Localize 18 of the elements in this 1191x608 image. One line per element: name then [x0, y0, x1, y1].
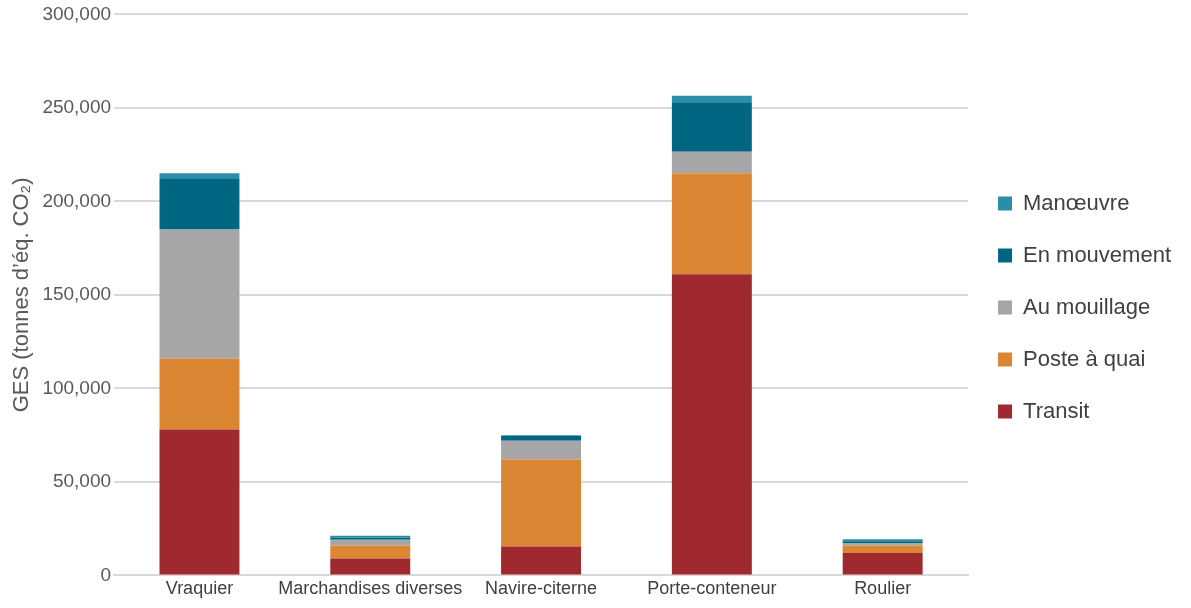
legend-label: Au mouillage — [1023, 293, 1151, 319]
y-tick-label: 200,000 — [42, 189, 112, 211]
y-tick-label: 150,000 — [42, 283, 112, 305]
y-tick-label: 250,000 — [42, 96, 112, 118]
y-tick-label: 100,000 — [42, 376, 112, 398]
y-tick-label: 50,000 — [52, 470, 112, 492]
x-tick-label: Navire-citerne — [485, 578, 598, 599]
x-tick-label: Roulier — [854, 578, 912, 599]
x-tick-label: Marchandises diverses — [278, 578, 463, 599]
legend-label: Transit — [1023, 397, 1090, 423]
legend-label: En mouvement — [1023, 241, 1172, 267]
legend-label: Poste à quai — [1023, 345, 1146, 371]
y-tick-label: 300,000 — [42, 2, 112, 24]
legend-label: Manœuvre — [1023, 189, 1130, 215]
x-tick-label: Vraquier — [165, 578, 234, 599]
x-tick-label: Porte-conteneur — [647, 578, 777, 599]
y-axis-title: GES (tonnes d’éq. CO₂) — [8, 177, 34, 413]
y-tick-label: 0 — [100, 563, 112, 585]
